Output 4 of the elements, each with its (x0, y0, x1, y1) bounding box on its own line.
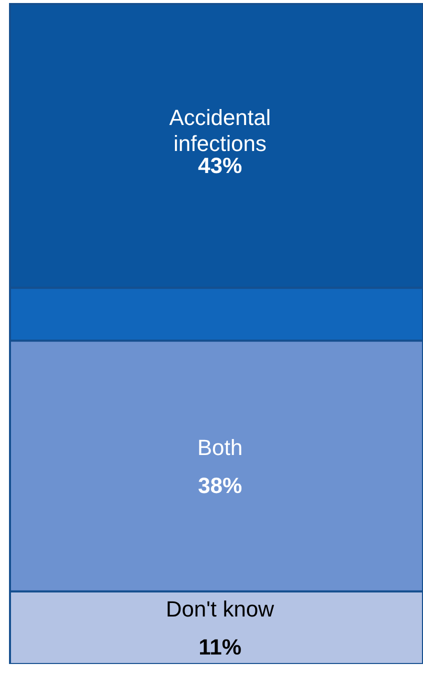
series-label: Don't know (166, 596, 274, 622)
data-label: 38% (198, 473, 242, 498)
series-label: Both (197, 435, 243, 460)
data-label: 11% (198, 634, 242, 660)
